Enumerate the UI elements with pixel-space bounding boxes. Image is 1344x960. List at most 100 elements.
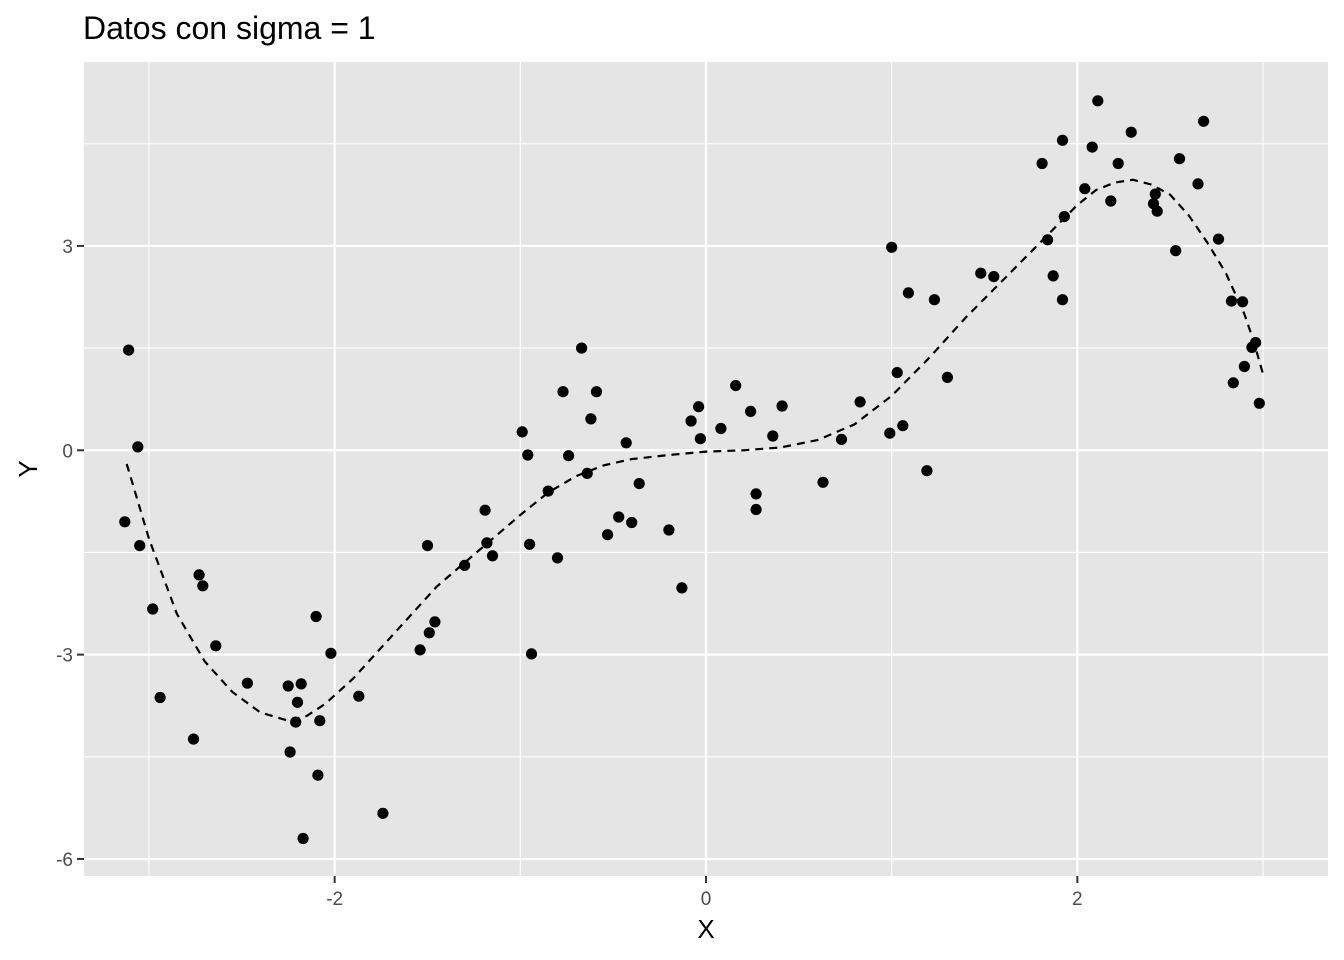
data-point: [297, 832, 309, 845]
data-point: [750, 488, 762, 500]
data-point: [414, 644, 426, 656]
data-point: [1212, 233, 1225, 245]
data-point: [551, 552, 564, 564]
data-point: [557, 386, 569, 398]
major-gridlines: [84, 62, 1328, 876]
data-point: [585, 413, 597, 425]
y-tick-label: 3: [62, 237, 73, 258]
data-point: [134, 540, 146, 552]
data-point: [902, 287, 915, 299]
data-point: [817, 476, 829, 488]
data-point: [988, 271, 1000, 283]
y-tick-label: -6: [56, 850, 73, 871]
data-point: [429, 616, 441, 628]
data-point: [975, 267, 987, 279]
data-point: [1079, 183, 1091, 195]
data-point: [132, 441, 144, 453]
data-point: [147, 603, 159, 615]
data-point: [314, 715, 326, 727]
data-point: [1225, 295, 1238, 307]
data-point: [1198, 115, 1210, 127]
x-tick-label: -2: [326, 889, 343, 910]
data-point: [421, 540, 434, 552]
data-point: [193, 569, 205, 581]
y-tick-label: 0: [62, 441, 73, 462]
data-point: [626, 516, 638, 529]
data-point: [210, 640, 222, 652]
data-point: [479, 504, 491, 516]
x-axis-title: X: [697, 914, 714, 944]
data-point: [1149, 188, 1161, 200]
data-point: [284, 746, 296, 758]
data-point: [576, 342, 588, 354]
data-point: [602, 529, 614, 541]
data-point: [1227, 377, 1239, 389]
data-point: [1112, 157, 1124, 170]
data-point: [1042, 234, 1054, 246]
data-point: [921, 465, 933, 477]
data-point: [282, 680, 294, 692]
data-point: [854, 396, 866, 408]
data-point: [459, 559, 471, 572]
data-point: [693, 401, 705, 413]
data-point: [295, 678, 307, 690]
data-point: [486, 550, 499, 562]
data-point: [525, 648, 538, 660]
y-axis: -6 -3 0 3: [56, 237, 84, 871]
data-point: [1151, 205, 1163, 217]
data-point: [123, 344, 135, 356]
data-point: [620, 437, 632, 449]
fitted-curve: [125, 178, 1265, 722]
data-point: [377, 807, 389, 819]
data-point: [197, 580, 209, 592]
data-point: [481, 537, 493, 549]
data-point: [581, 467, 593, 479]
data-point: [1056, 134, 1069, 146]
data-point: [745, 405, 757, 417]
data-point: [1173, 153, 1186, 165]
data-point: [353, 690, 365, 702]
data-point: [715, 422, 727, 435]
data-point: [1105, 195, 1117, 207]
data-point: [685, 415, 697, 427]
data-point: [290, 716, 302, 728]
data-point: [516, 426, 528, 438]
data-point: [312, 769, 324, 781]
data-point: [750, 503, 762, 516]
data-point: [730, 380, 742, 392]
x-tick-label: 0: [701, 889, 712, 910]
data-point: [694, 433, 707, 445]
data-point: [1237, 296, 1249, 308]
data-point: [423, 627, 435, 639]
fitted-curve-layer: [125, 178, 1265, 722]
data-point: [1047, 270, 1059, 282]
data-point: [310, 610, 322, 623]
data-points-layer: [119, 95, 1265, 845]
data-point: [884, 427, 896, 439]
data-point: [1238, 360, 1250, 373]
data-point: [187, 733, 200, 745]
data-point: [676, 582, 688, 594]
data-point: [1253, 397, 1265, 409]
x-axis: -2 0 2: [326, 876, 1083, 910]
y-tick-label: -3: [56, 646, 73, 667]
data-point: [563, 450, 575, 462]
data-point: [241, 677, 253, 689]
data-point: [1086, 141, 1098, 153]
data-point: [119, 516, 131, 528]
data-point: [897, 420, 909, 432]
data-point: [1036, 157, 1048, 170]
data-point: [1170, 245, 1182, 257]
data-point: [1092, 95, 1104, 107]
data-point: [767, 430, 779, 442]
data-point: [776, 400, 788, 412]
data-point: [1058, 211, 1070, 223]
data-point: [928, 294, 941, 306]
data-point: [1125, 126, 1137, 138]
data-point: [291, 696, 304, 708]
data-point: [524, 538, 536, 550]
data-point: [542, 485, 554, 497]
data-point: [663, 524, 675, 536]
